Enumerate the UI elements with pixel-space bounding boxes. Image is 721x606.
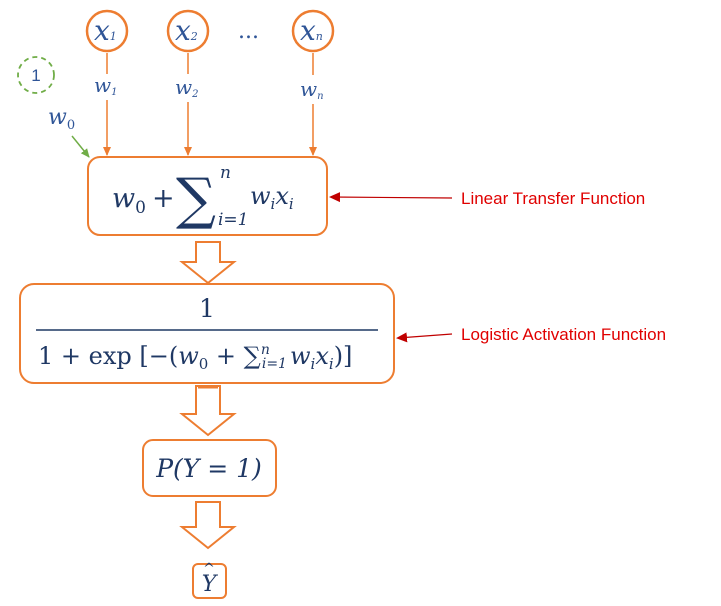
weight-label-wn: wn xyxy=(300,77,324,102)
input-x2-symbol: x xyxy=(175,14,191,47)
linear-term: wixi xyxy=(250,182,294,213)
ellipsis: ... xyxy=(238,19,259,44)
bias-value: 1 xyxy=(31,66,40,85)
logistic-activation-pointer xyxy=(396,332,453,343)
output-symbol: Y xyxy=(202,572,219,597)
input-node-xn: xn xyxy=(291,9,335,53)
svg-text:xn: xn xyxy=(300,14,323,47)
output-box xyxy=(192,563,227,599)
input-node-x2: x2 xyxy=(166,9,210,53)
linear-transfer-pointer xyxy=(329,192,453,203)
input-node-x1: x1 xyxy=(85,9,129,53)
flow-arrow-3 xyxy=(179,501,237,550)
bias-arrow xyxy=(71,135,90,158)
logistic-denominator: 1 + exp [−(w0 + ∑n i=1 wixi)] xyxy=(38,342,352,373)
weight-label-w2: w2 xyxy=(175,75,199,100)
linear-transfer-box xyxy=(87,156,328,236)
input-x1-symbol: x xyxy=(94,14,110,47)
svg-text:x2: x2 xyxy=(175,14,198,47)
svg-text:w0+: w0 + xyxy=(112,183,175,218)
output-hat: ^ xyxy=(203,561,215,577)
logistic-numerator: 1 xyxy=(199,294,215,323)
flow-arrow-1 xyxy=(179,241,237,285)
linear-transfer-label: Linear Transfer Function xyxy=(461,189,645,208)
logistic-formula: 1 1 + exp [−(w0 + ∑n i=1 wixi)] xyxy=(36,294,378,373)
input-xn-subscript: n xyxy=(316,30,323,43)
input-x1-subscript: 1 xyxy=(110,30,117,43)
logistic-activation-box xyxy=(19,283,395,384)
weight-label-w1: w1 xyxy=(94,73,118,98)
bias-node: 1 xyxy=(17,56,55,94)
bias-weight-label: w0 xyxy=(48,105,75,133)
flow-arrow-2 xyxy=(179,385,237,437)
probability-label: P(Y = 1) xyxy=(155,454,262,483)
input-xn-symbol: x xyxy=(300,14,316,47)
svg-text:x1: x1 xyxy=(94,14,117,47)
linear-sum-top: n xyxy=(220,163,231,183)
probability-box xyxy=(142,439,277,497)
logistic-activation-label: Logistic Activation Function xyxy=(461,325,666,344)
linear-sum-bottom: i=1 xyxy=(218,210,249,230)
linear-sigma: ∑ xyxy=(176,167,216,232)
linear-formula: w0 + ∑ n i=1 wixi xyxy=(112,163,294,232)
input-x2-subscript: 2 xyxy=(190,30,198,43)
